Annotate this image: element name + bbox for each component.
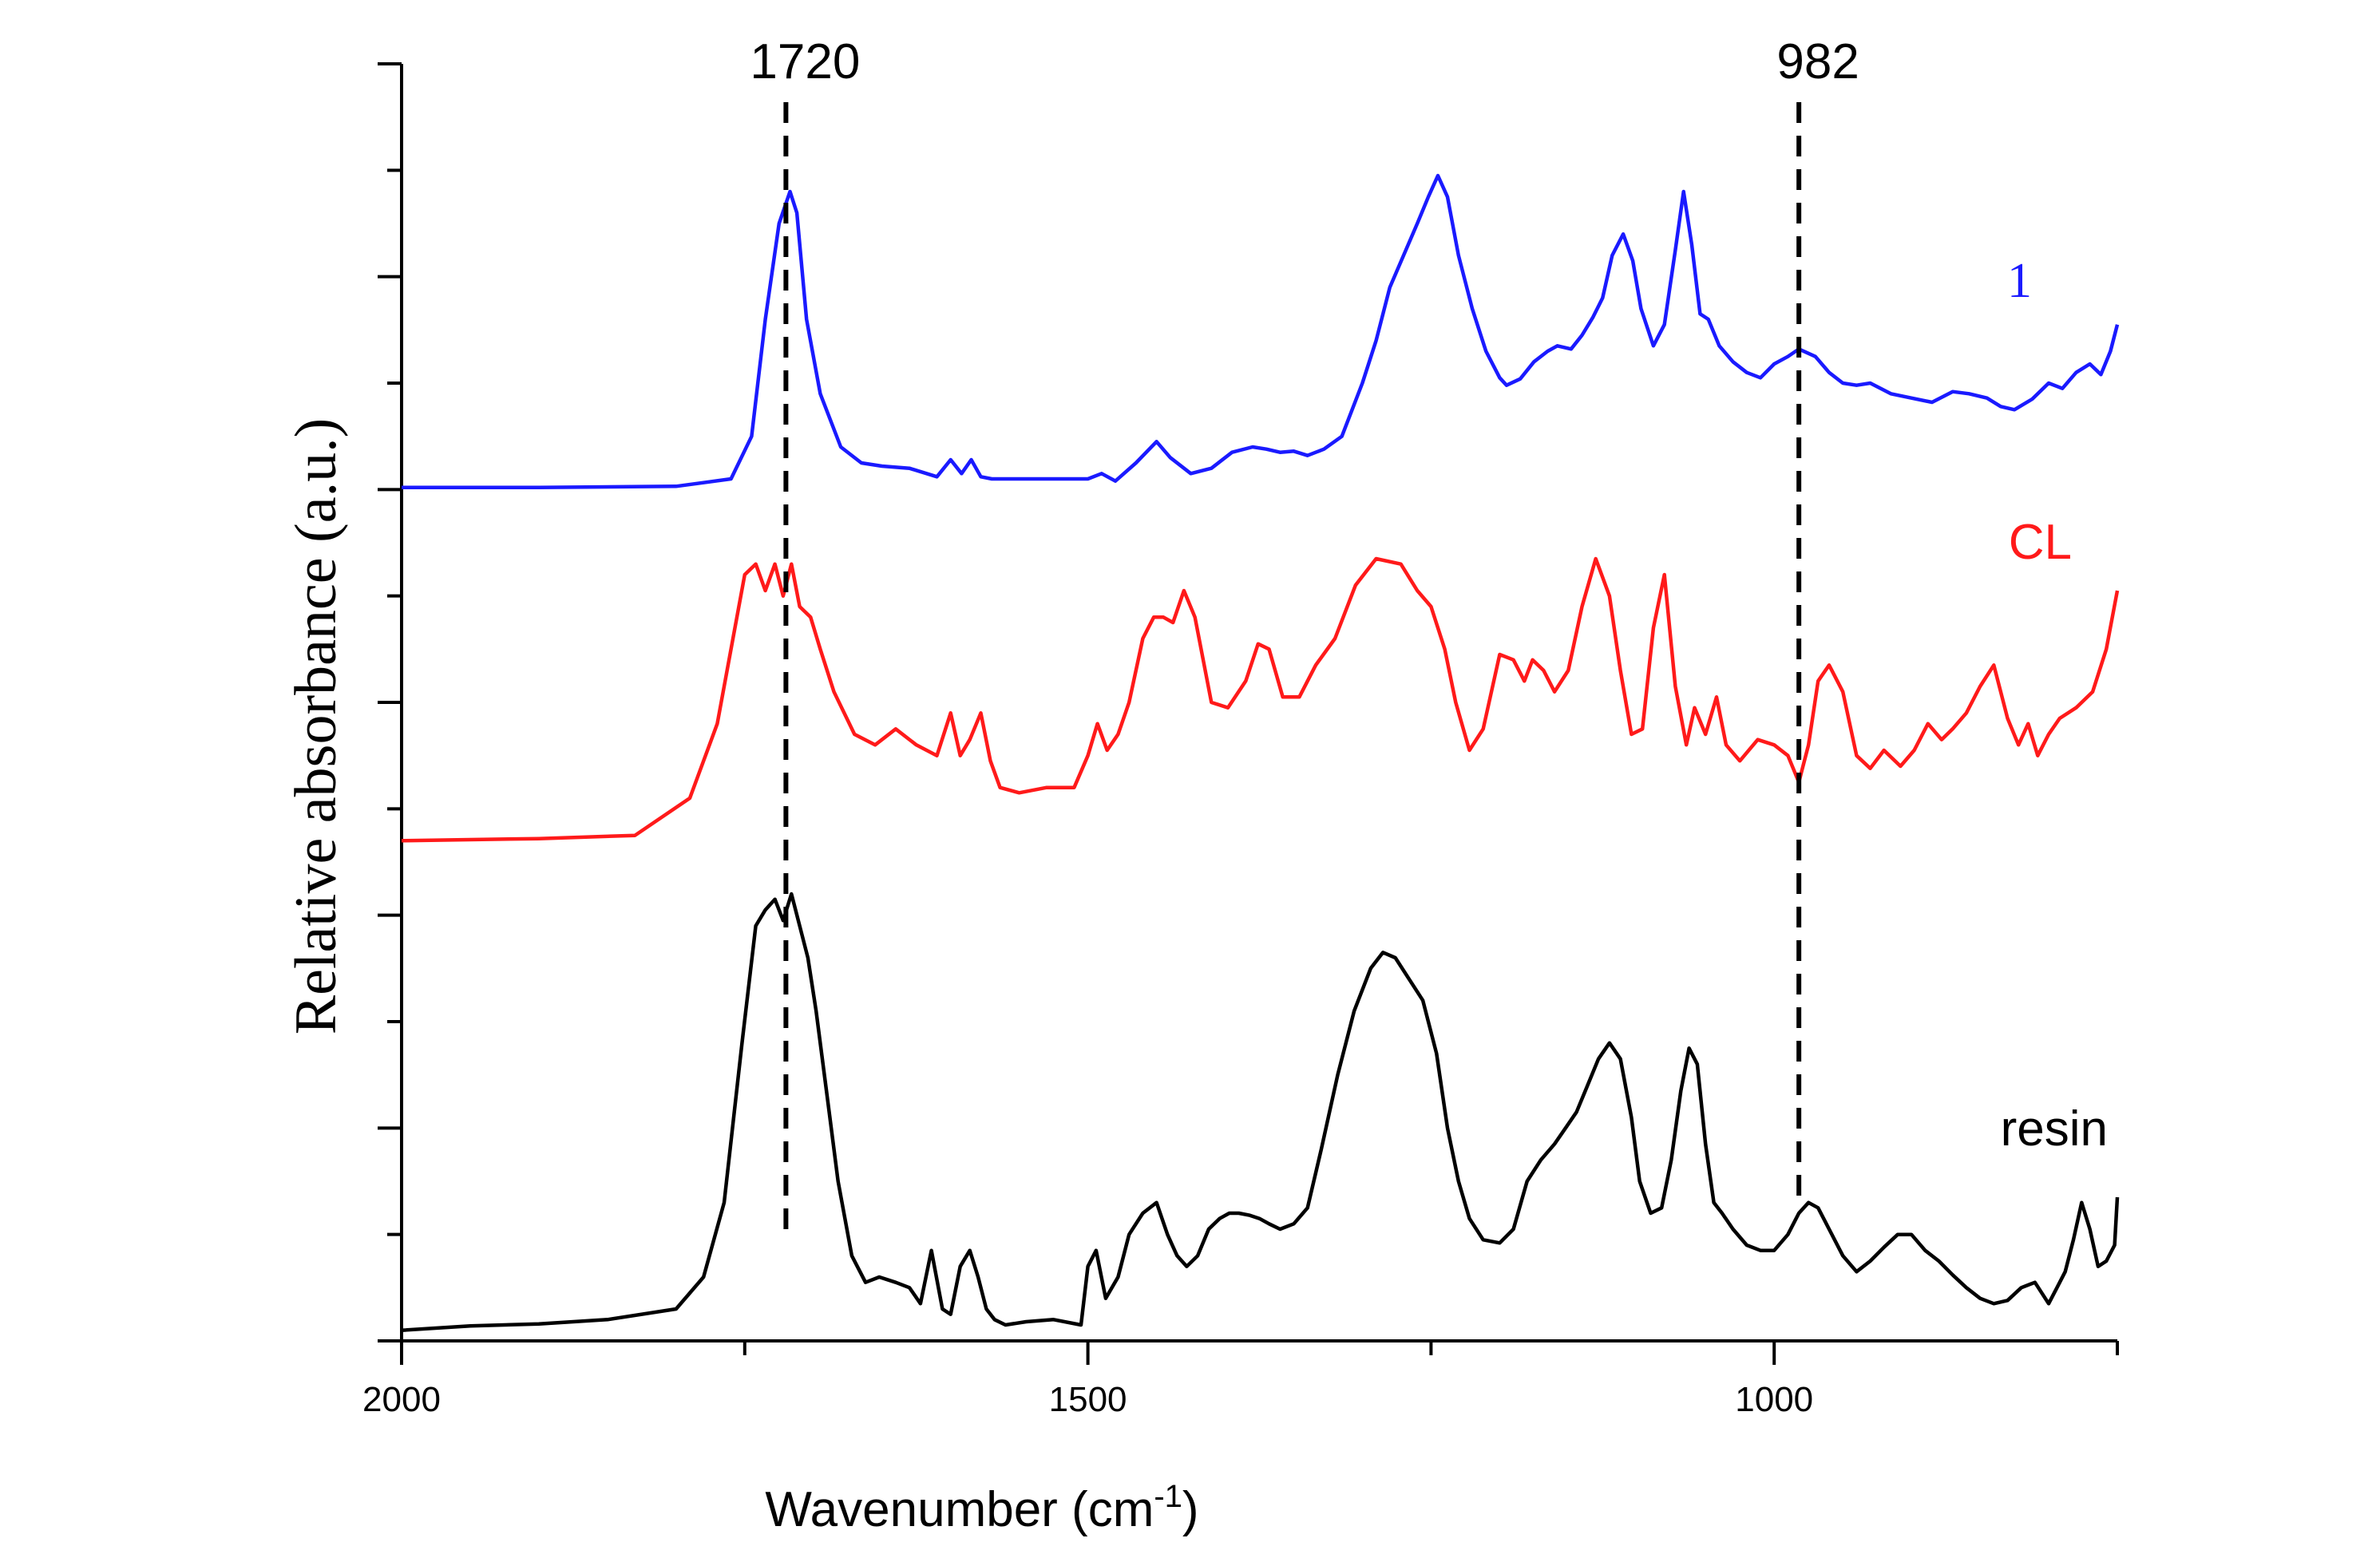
series-line-resin (401, 892, 2120, 1332)
series-line-1 (402, 173, 2120, 489)
annotation-layer: 1720 982 (750, 34, 1859, 1229)
annotation-label-1720: 1720 (750, 34, 860, 89)
series-line-cl (401, 556, 2120, 843)
x-tick-label: 1000 (1735, 1380, 1813, 1419)
x-tick-label: 1500 (1049, 1380, 1127, 1419)
series-label-resin: resin (2001, 1101, 2108, 1157)
y-axis-label: Relative absorbance (a.u.) (283, 418, 349, 1035)
series-layer: 1 CL resin (401, 173, 2120, 1332)
annotation-label-982: 982 (1776, 34, 1859, 89)
tick-label-layer: 2000 1500 1000 (362, 1380, 1813, 1419)
x-axis-label: Wavenumber (cm-1) (765, 1479, 1198, 1537)
axes (378, 62, 2119, 1365)
series-label-1: 1 (2007, 254, 2032, 308)
x-tick-label: 2000 (362, 1380, 441, 1419)
series-label-cl: CL (2009, 515, 2072, 570)
